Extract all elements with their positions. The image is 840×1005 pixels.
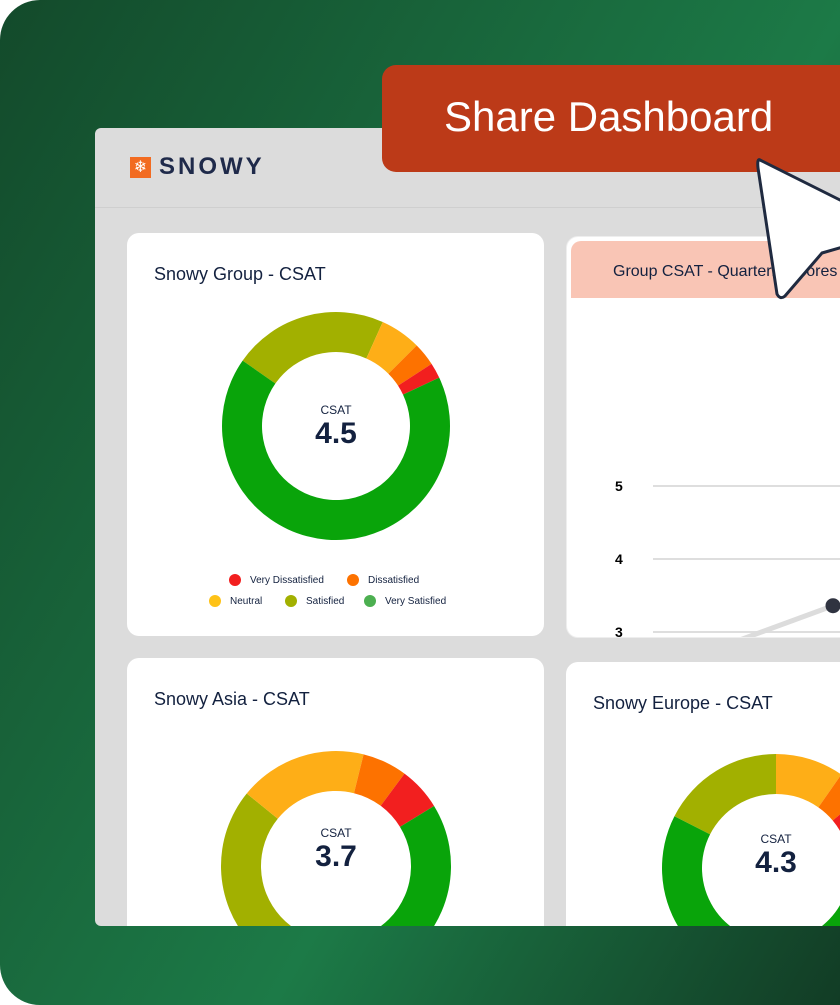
legend-neutral: Neutral	[209, 595, 262, 607]
legend-satisfied: Satisfied	[285, 595, 344, 607]
card-title: Snowy Europe - CSAT	[593, 693, 773, 713]
legend-dissatisfied: Dissatisfied	[347, 574, 419, 586]
donut-slice-dissatisfied	[388, 345, 432, 386]
card-title: Snowy Asia - CSAT	[154, 689, 310, 709]
legend-very-satisfied: Very Satisfied	[364, 595, 446, 607]
group-csat-card: Snowy Group - CSAT CSAT 4.5 Very Dissati…	[127, 233, 544, 636]
legend-dot	[209, 595, 221, 607]
csat-score: 4.5	[315, 417, 357, 450]
group-donut-chart	[222, 312, 450, 540]
y-tick-label: 5	[615, 478, 623, 494]
y-tick-label: 3	[615, 624, 623, 637]
donut-slice-dissatisfied	[353, 754, 405, 806]
legend-label: Satisfied	[306, 595, 345, 607]
center-label: CSAT	[320, 403, 352, 417]
legend-label: Very Dissatisfied	[250, 574, 324, 586]
donut-slice-dissatisfied	[818, 776, 840, 821]
share-dashboard-button[interactable]: Share Dashboard	[382, 65, 840, 172]
donut-slice-very-satisfied	[662, 816, 840, 926]
legend-dot	[347, 574, 359, 586]
donut-slice-very-dissatisfied	[398, 363, 440, 395]
brand-name: SNOWY	[159, 153, 265, 180]
csat-score: 4.3	[755, 846, 797, 879]
donut-slice-satisfied	[674, 754, 776, 835]
quarterly-line-chart: 5 4 3	[615, 478, 840, 637]
legend-dot	[229, 574, 241, 586]
asia-csat-card: Snowy Asia - CSAT CSAT 3.7	[127, 658, 544, 926]
dashboard-header: ❄ SNOWY	[95, 128, 840, 208]
series-line	[740, 603, 834, 637]
card-title: Snowy Group - CSAT	[154, 264, 326, 284]
legend-label: Dissatisfied	[368, 574, 420, 586]
donut-slice-neutral	[246, 751, 364, 819]
snowflake-icon: ❄	[130, 156, 151, 178]
europe-csat-card: Snowy Europe - CSAT CSAT 4.3	[566, 662, 840, 926]
legend-very-dissatisfied: Very Dissatisfied	[229, 574, 324, 586]
donut-slice-very-dissatisfied	[832, 814, 840, 831]
donut-center: CSAT 3.7	[286, 826, 386, 874]
center-label: CSAT	[760, 832, 792, 846]
data-point	[825, 598, 840, 614]
europe-donut-chart	[662, 754, 840, 926]
donut-slice-neutral	[776, 754, 840, 808]
legend-dot	[364, 595, 376, 607]
asia-donut-chart	[221, 751, 451, 926]
y-tick-label: 4	[615, 551, 623, 567]
donut-center: CSAT 4.3	[726, 832, 826, 880]
donut-slice-satisfied	[242, 312, 383, 384]
donut-center: CSAT 4.5	[286, 403, 386, 451]
center-label: CSAT	[320, 826, 352, 840]
legend-dot	[285, 595, 297, 607]
donut-slice-neutral	[366, 322, 417, 374]
donut-slice-very-satisfied	[222, 360, 450, 540]
donut-slice-satisfied	[221, 793, 292, 926]
legend-label: Neutral	[230, 595, 263, 607]
brand-logo: ❄ SNOWY	[130, 153, 265, 181]
dashboard-window: ❄ SNOWY Snowy Group - CSAT CSAT 4.5 Very…	[95, 128, 840, 926]
donut-slice-very-satisfied	[380, 805, 451, 926]
donut-slice-very-dissatisfied	[380, 773, 435, 827]
csat-score: 3.7	[315, 840, 357, 873]
legend-label: Very Satisfied	[385, 595, 447, 607]
